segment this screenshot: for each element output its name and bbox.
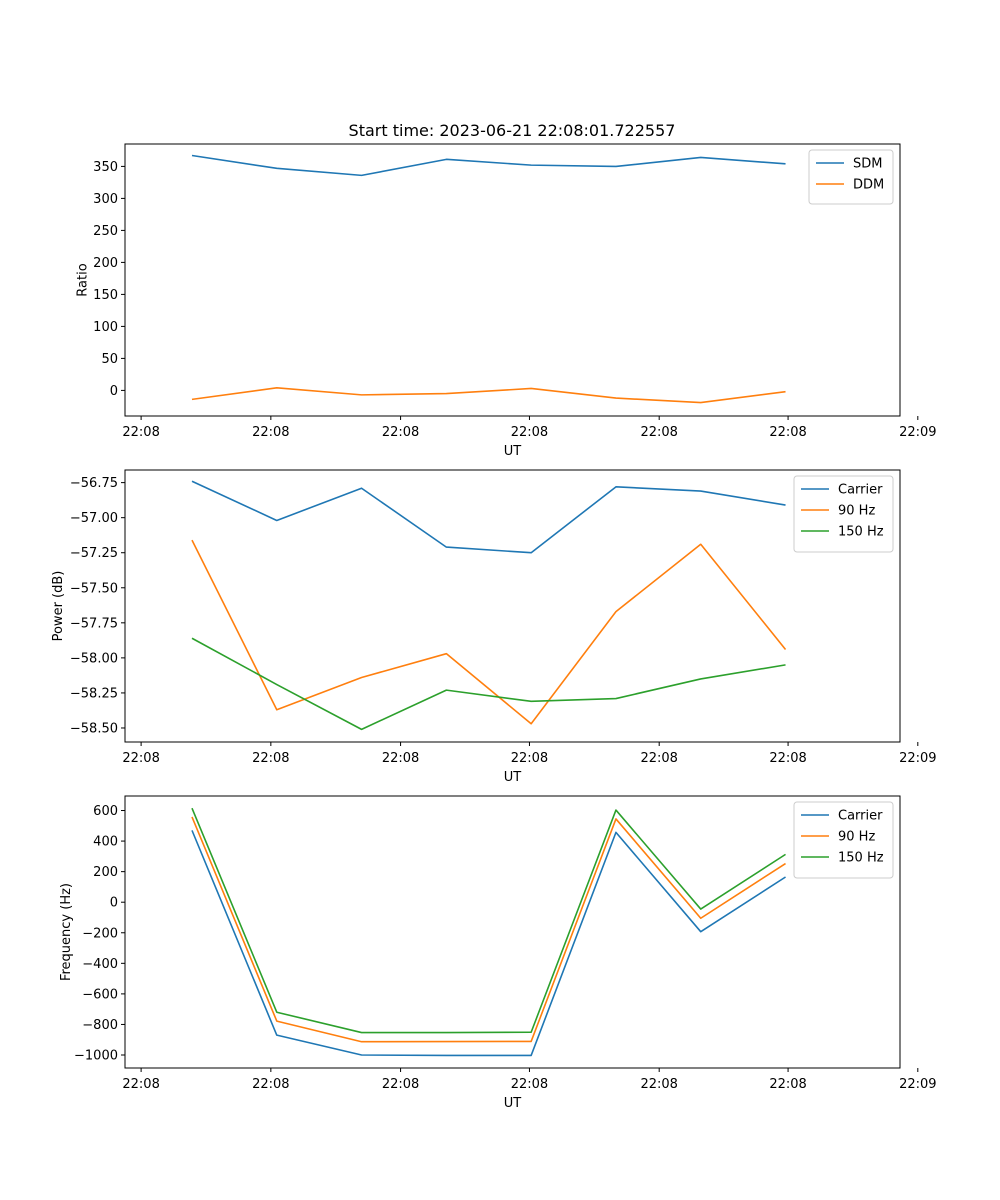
x-tick-label: 22:09 <box>899 751 936 766</box>
panels: 22:08 22:08 22:08 22:08 22:08 22:08 22:09 0 50 10… <box>51 143 937 1111</box>
x-tick-label: 22:08 <box>122 425 159 440</box>
y-tick-label: −57.50 <box>70 581 118 596</box>
y-tick-label: 200 <box>93 256 118 271</box>
x-tick-label: 22:08 <box>252 425 289 440</box>
y-axis-label: Power (dB) <box>51 571 66 642</box>
series-line-ddm <box>191 387 786 404</box>
x-tick-label: 22:08 <box>252 751 289 766</box>
chart-panel-3: 22:08 22:08 22:08 22:08 22:08 22:08 22:09 −1000… <box>59 795 937 1111</box>
legend-label-sdm: SDM <box>853 157 882 172</box>
y-tick-label: −56.75 <box>70 476 118 491</box>
figure-title: Start time: 2023-06-21 22:08:01.722557 <box>349 121 676 140</box>
x-tick-label: 22:08 <box>769 1077 806 1092</box>
legend-box <box>793 475 894 553</box>
y-tick-label: −58.25 <box>70 686 118 701</box>
y-tick-label: 100 <box>93 320 118 335</box>
legend-label-90-hz: 90 Hz <box>838 504 875 519</box>
x-axis-label: UT <box>504 770 522 785</box>
x-tick-label: 22:08 <box>769 751 806 766</box>
y-tick-label: −1000 <box>74 1049 118 1064</box>
x-axis-label: UT <box>504 444 522 459</box>
y-tick-label: 600 <box>93 804 118 819</box>
legend-label-90-hz: 90 Hz <box>838 830 875 845</box>
x-tick-label: 22:08 <box>511 425 548 440</box>
axes-frame <box>124 469 901 743</box>
x-tick-label: 22:08 <box>252 1077 289 1092</box>
y-tick-label: 250 <box>93 224 118 239</box>
y-tick-label: 50 <box>101 352 118 367</box>
x-tick-label: 22:08 <box>640 1077 677 1092</box>
series-line-sdm <box>191 154 786 177</box>
legend-box <box>793 801 894 879</box>
legend-label-carrier: Carrier <box>838 809 883 824</box>
x-axis-label: UT <box>504 1096 522 1111</box>
x-tick-label: 22:08 <box>382 751 419 766</box>
y-tick-label: −57.75 <box>70 616 118 631</box>
x-tick-label: 22:08 <box>511 751 548 766</box>
x-tick-label: 22:08 <box>382 425 419 440</box>
y-tick-label: −57.25 <box>70 546 118 561</box>
legend-label-ddm: DDM <box>853 178 884 193</box>
y-tick-label: 400 <box>93 835 118 850</box>
series-line-90-hz <box>191 816 786 1043</box>
x-tick-label: 22:09 <box>899 1077 936 1092</box>
x-tick-label: 22:08 <box>640 751 677 766</box>
series-line-150-hz <box>191 637 786 731</box>
x-tick-label: 22:08 <box>122 751 159 766</box>
chart-panel-1: 22:08 22:08 22:08 22:08 22:08 22:08 22:09 0 50 10… <box>75 143 937 459</box>
legend-label-150-hz: 150 Hz <box>838 525 884 540</box>
y-tick-label: −800 <box>82 1018 118 1033</box>
series-line-150-hz <box>191 807 786 1034</box>
series-line-90-hz <box>191 539 787 725</box>
x-tick-label: 22:09 <box>899 425 936 440</box>
axes-frame <box>124 143 901 417</box>
legend: SDM DDM <box>808 149 894 205</box>
legend-label-150-hz: 150 Hz <box>838 851 884 866</box>
y-axis-label: Ratio <box>75 263 90 296</box>
legend-label-carrier: Carrier <box>838 483 883 498</box>
x-tick-label: 22:08 <box>122 1077 159 1092</box>
x-tick-label: 22:08 <box>511 1077 548 1092</box>
chart-panel-2: 22:08 22:08 22:08 22:08 22:08 22:08 22:09 −58.5… <box>51 469 937 785</box>
x-tick-label: 22:08 <box>382 1077 419 1092</box>
y-tick-label: −57.00 <box>70 511 118 526</box>
y-tick-label: 0 <box>110 384 118 399</box>
y-tick-label: 200 <box>93 865 118 880</box>
y-tick-label: −400 <box>82 957 118 972</box>
x-tick-label: 22:08 <box>769 425 806 440</box>
y-tick-label: −600 <box>82 987 118 1002</box>
series-line-carrier <box>191 830 786 1057</box>
series-line-carrier <box>191 480 786 554</box>
y-tick-label: 0 <box>110 896 118 911</box>
legend: Carrier 90 Hz 150 Hz <box>793 801 894 879</box>
y-tick-label: 300 <box>93 192 118 207</box>
y-tick-label: −58.50 <box>70 721 118 736</box>
axes-frame <box>124 795 901 1069</box>
y-tick-label: −58.00 <box>70 651 118 666</box>
y-tick-label: 350 <box>93 160 118 175</box>
legend: Carrier 90 Hz 150 Hz <box>793 475 894 553</box>
y-axis-label: Frequency (Hz) <box>59 883 74 981</box>
y-tick-label: 150 <box>93 288 118 303</box>
x-tick-label: 22:08 <box>640 425 677 440</box>
y-tick-label: −200 <box>82 926 118 941</box>
